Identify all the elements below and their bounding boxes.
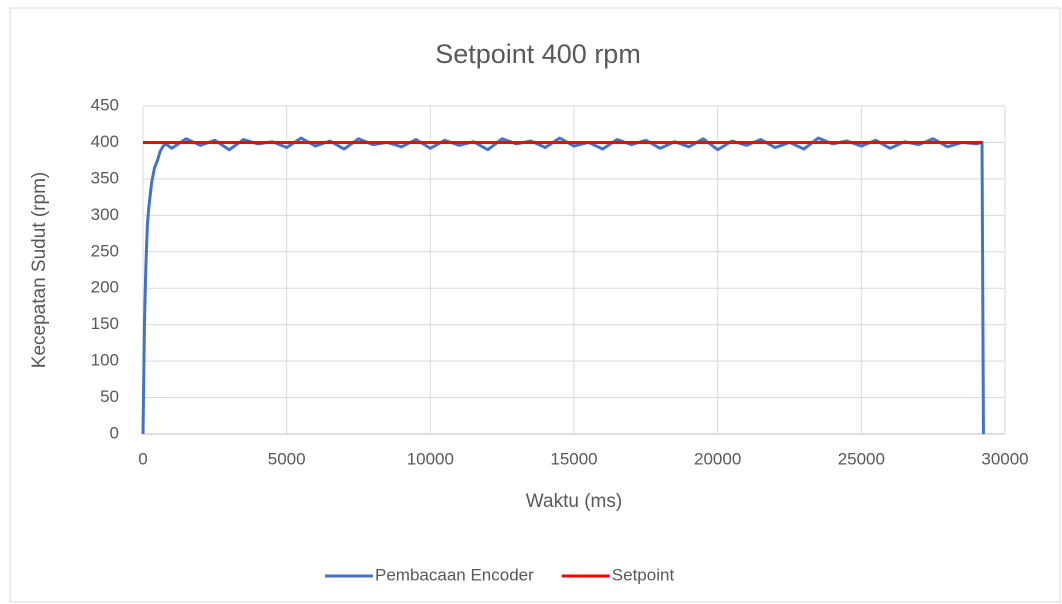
y-tick-label: 100 [91,351,119,370]
x-tick-label: 15000 [550,449,597,468]
chart-title: Setpoint 400 rpm [435,39,641,69]
x-axis-label: Waktu (ms) [526,491,622,512]
y-axis-label: Kecepatan Sudut (rpm) [29,172,50,368]
y-tick-label: 350 [91,168,119,187]
legend-label: Setpoint [612,565,675,584]
x-tick-label: 30000 [981,449,1028,468]
x-tick-label: 0 [138,449,147,468]
y-tick-label: 0 [110,423,119,442]
x-tick-label: 5000 [268,449,306,468]
legend-label: Pembacaan Encoder [375,565,534,584]
y-tick-label: 450 [91,95,119,114]
x-tick-label: 10000 [407,449,454,468]
y-tick-label: 250 [91,241,119,260]
y-tick-label: 400 [91,132,119,151]
y-tick-label: 150 [91,314,119,333]
y-tick-label: 200 [91,278,119,297]
x-tick-label: 20000 [694,449,741,468]
x-tick-label: 25000 [838,449,885,468]
y-tick-label: 50 [100,387,119,406]
chart-frame [9,7,1061,603]
y-tick-label: 300 [91,205,119,224]
